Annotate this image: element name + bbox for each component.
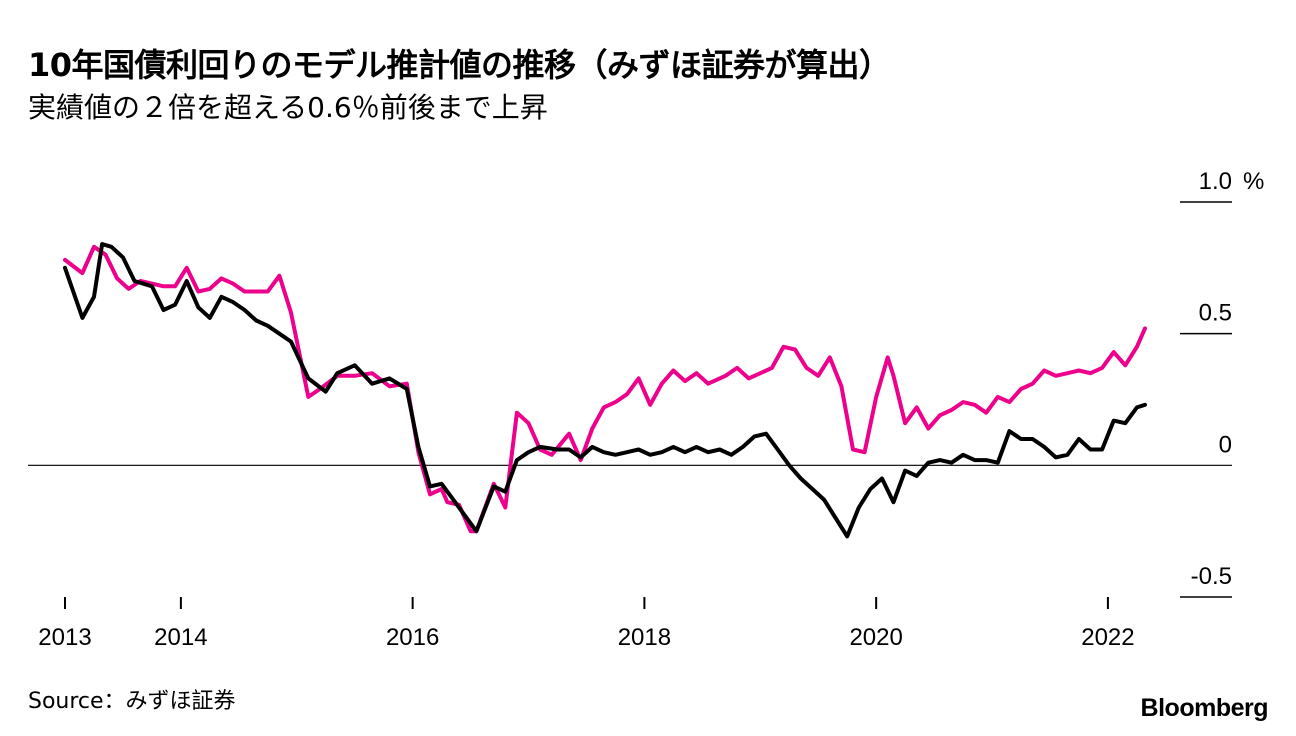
x-tick-label: 2020 [849, 624, 902, 651]
bloomberg-logo: Bloomberg [1140, 694, 1269, 722]
y-axis: 1.0 % 0.5 0 -0.5 [1180, 168, 1264, 598]
y-tick-label: 0.5 [1199, 300, 1232, 327]
x-axis: 2013 2014 2016 2018 2020 2022 [38, 597, 1135, 651]
x-tick-label: 2014 [154, 624, 207, 651]
y-unit-label: % [1243, 168, 1264, 195]
series-layer [63, 242, 1147, 539]
series-line [63, 244, 1147, 534]
x-tick-label: 2018 [618, 624, 671, 651]
x-tick-label: 2013 [38, 624, 91, 651]
x-tick-label: 2022 [1081, 624, 1134, 651]
y-tick-label: 1.0 [1199, 168, 1232, 195]
chart-subtitle: 実績値の２倍を超える0.6％前後まで上昇 [28, 91, 548, 124]
x-tick-label: 2016 [386, 624, 439, 651]
chart-title: 10年国債利回りのモデル推計値の推移（みずほ証券が算出） [28, 46, 891, 84]
y-tick-label: 0 [1219, 431, 1232, 458]
y-tick-label: -0.5 [1191, 563, 1232, 590]
series-line [63, 242, 1147, 539]
source-note: Source：みずほ証券 [28, 689, 236, 714]
